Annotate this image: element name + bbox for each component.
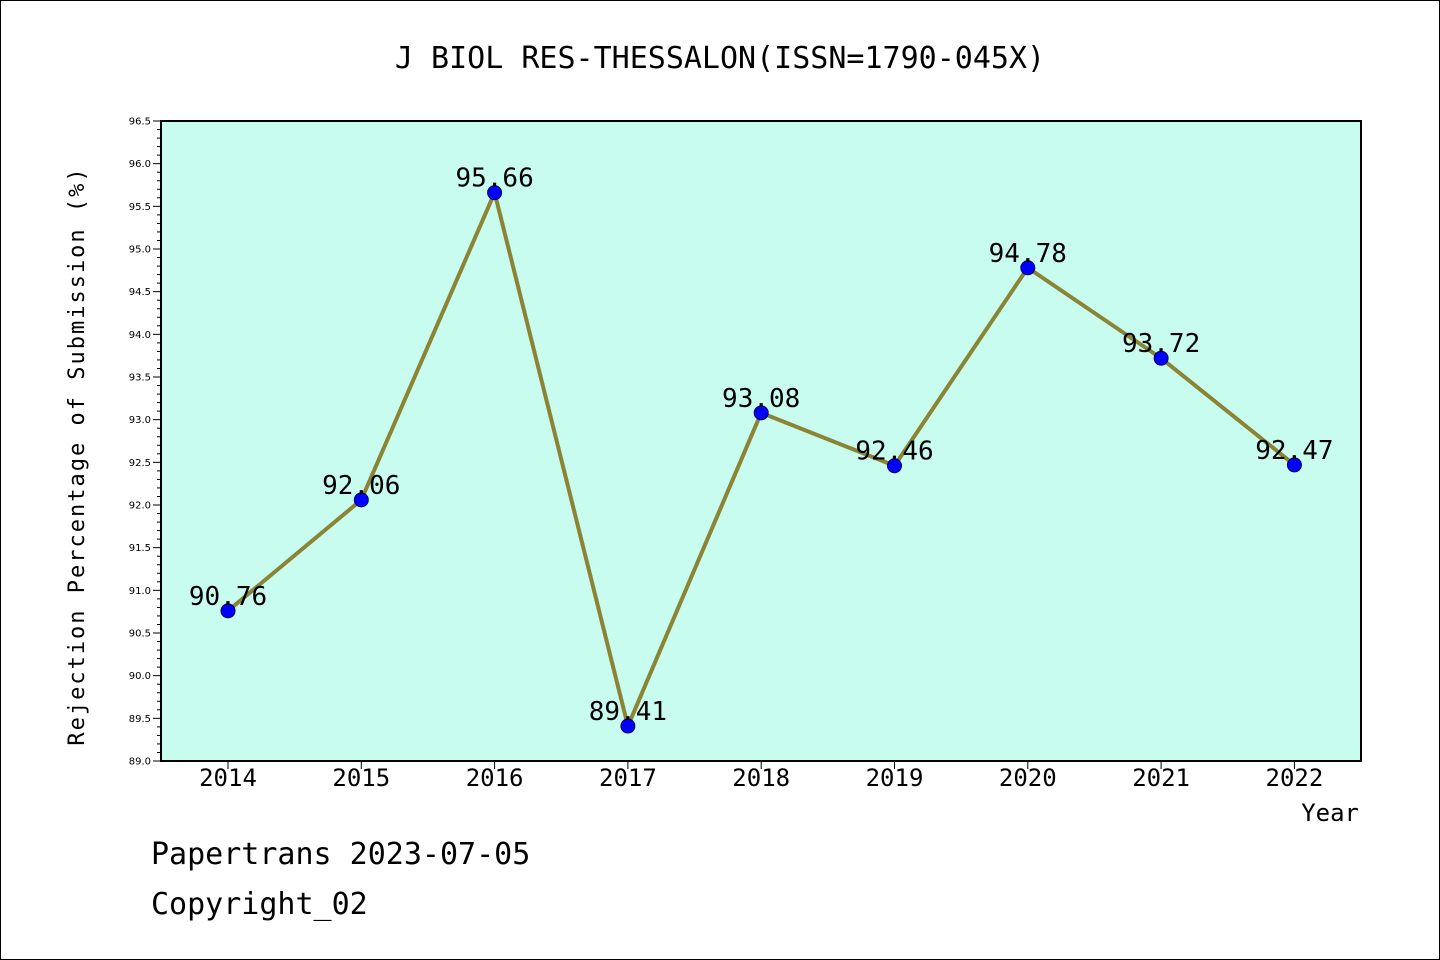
data-point <box>1153 350 1169 366</box>
y-tick-label: 91.0 <box>129 586 151 597</box>
data-point <box>887 458 902 474</box>
x-tick-label: 2017 <box>599 764 657 792</box>
data-label: 89.41 <box>589 697 667 727</box>
data-label: 92.06 <box>322 471 400 501</box>
data-point <box>1286 457 1302 473</box>
x-tick-label: 2016 <box>466 764 524 792</box>
chart-title: J BIOL RES-THESSALON(ISSN=1790-045X) <box>395 41 1045 76</box>
x-tick-label: 2022 <box>1266 764 1324 792</box>
x-tick-label: 2020 <box>999 764 1057 792</box>
y-axis-label: Rejection Percentage of Submission (%) <box>65 166 90 745</box>
y-tick-label: 92.0 <box>129 501 151 512</box>
y-tick-label: 96.0 <box>129 159 151 170</box>
data-point <box>487 185 503 201</box>
y-tick-label: 90.5 <box>129 629 151 640</box>
footer-date: Papertrans 2023-07-05 <box>151 837 531 872</box>
y-tick-label: 91.5 <box>129 543 151 554</box>
data-label: 92.46 <box>855 437 933 467</box>
y-tick-label: 95.0 <box>129 245 151 256</box>
y-tick-label: 93.5 <box>129 373 151 384</box>
data-label: 90.76 <box>189 582 267 612</box>
x-axis-label: Year <box>1301 799 1359 827</box>
plot-area <box>160 120 1362 762</box>
x-tick-label: 2015 <box>332 764 390 792</box>
data-label: 92.47 <box>1255 436 1333 466</box>
y-tick-label: 89.5 <box>129 714 151 725</box>
data-label: 93.72 <box>1122 329 1200 359</box>
y-tick-label: 95.5 <box>129 202 151 213</box>
data-point <box>753 405 769 421</box>
y-tick-label: 89.0 <box>129 757 151 768</box>
y-tick-label: 96.5 <box>129 117 151 128</box>
data-point <box>220 603 236 619</box>
data-label: 93.08 <box>722 384 800 414</box>
y-tick-label: 94.5 <box>129 287 151 298</box>
footer-copyright: Copyright_02 <box>151 887 368 922</box>
data-point <box>1020 260 1036 276</box>
data-point <box>353 492 369 508</box>
y-tick-label: 94.0 <box>129 330 151 341</box>
x-tick-label: 2021 <box>1132 764 1190 792</box>
y-tick-label: 92.5 <box>129 458 151 469</box>
x-tick-label: 2018 <box>732 764 790 792</box>
y-tick-label: 93.0 <box>129 415 151 426</box>
y-tick-label: 90.0 <box>129 671 151 682</box>
data-label: 94.78 <box>989 239 1067 269</box>
data-label: 95.66 <box>455 164 533 194</box>
x-tick-label: 2014 <box>199 764 257 792</box>
x-tick-label: 2019 <box>866 764 924 792</box>
data-point <box>620 718 636 734</box>
